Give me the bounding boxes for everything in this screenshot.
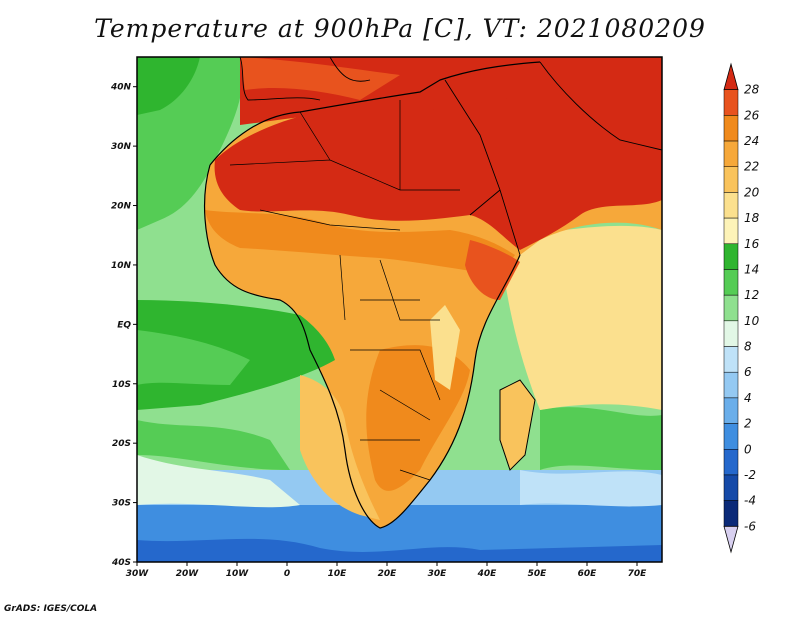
colorbar-label: 2	[744, 417, 752, 431]
colorbar-label: 12	[744, 288, 759, 302]
y-tick-label: 20S	[112, 439, 131, 449]
x-tick-label: 50E	[528, 569, 548, 579]
colorbar-label: 10	[744, 314, 760, 328]
colorbar-swatch	[723, 192, 739, 219]
colorbar-label: 26	[744, 108, 760, 122]
y-tick-label: 20N	[111, 202, 132, 212]
colorbar-label: -4	[744, 494, 756, 508]
arabian-sea	[500, 225, 662, 410]
colorbar-label: 0	[744, 442, 752, 456]
colorbar-swatch	[723, 243, 739, 270]
colorbar-swatch	[723, 346, 739, 373]
colorbar-label: 24	[744, 134, 759, 148]
colorbar-swatch	[723, 89, 739, 116]
colorbar-swatch	[723, 320, 739, 347]
namibia-warm	[300, 375, 380, 520]
y-tick-label: 40S	[111, 558, 131, 568]
colorbar-swatch	[723, 500, 739, 527]
x-tick-label: 70E	[628, 569, 648, 579]
x-tick-label: 40E	[477, 569, 498, 579]
green-band	[137, 420, 290, 470]
colorbar-swatch	[723, 474, 739, 501]
colorbar-label: 18	[744, 211, 760, 225]
x-tick-label: 10W	[226, 569, 250, 579]
arabia-outline	[444, 61, 663, 256]
sahel-warm	[205, 210, 515, 275]
x-tick-label: 30W	[126, 569, 150, 579]
colorbar-label: 20	[744, 185, 760, 199]
colorbar-label: -6	[744, 519, 756, 533]
colorbar-label: 6	[744, 365, 752, 379]
colorbar-label: 16	[744, 237, 760, 251]
x-tick-label: 10E	[328, 569, 348, 579]
africa-coastline	[203, 61, 541, 529]
map-frame	[136, 56, 663, 563]
colorbar-label: 14	[744, 262, 759, 276]
y-tick-label: 30S	[112, 499, 131, 509]
rift-cool	[430, 305, 460, 390]
colorbar-swatch	[723, 115, 739, 142]
y-axis: 40N 30N 20N 10N EQ 10S 20S 30S 40S	[110, 83, 137, 568]
colorbar-label: -2	[744, 468, 756, 482]
colorbar-top-arrow	[723, 62, 739, 91]
colorbar-swatch	[723, 423, 739, 450]
sahara-hot	[214, 57, 663, 250]
x-tick-label: 20E	[378, 569, 398, 579]
map-title: Temperature at 900hPa [C], VT: 202108020…	[94, 14, 706, 43]
indian-green	[540, 407, 662, 470]
indian-cool	[520, 470, 662, 507]
colorbar-swatch	[723, 294, 739, 322]
colorbar-swatch	[723, 217, 739, 245]
y-tick-label: EQ	[117, 320, 131, 330]
horn-hot	[465, 240, 520, 300]
iberia-warm	[240, 57, 400, 100]
x-tick-label: 0	[284, 569, 290, 579]
colorbar-label: 8	[744, 340, 752, 354]
colder-band	[137, 538, 662, 562]
colorbar-swatch	[723, 140, 739, 167]
gulf-green	[137, 330, 250, 385]
mild-band	[137, 455, 300, 508]
colorbar-label: 28	[744, 83, 760, 97]
colorbar-swatch	[723, 397, 739, 424]
country-borders	[229, 100, 460, 481]
y-tick-label: 10N	[111, 261, 132, 271]
madagascar-outline	[499, 379, 536, 471]
grads-credit: GrADS: IGES/COLA	[4, 604, 98, 614]
map-panel	[136, 56, 663, 563]
x-tick-label: 20W	[176, 569, 200, 579]
colorbar-label: 22	[744, 160, 759, 174]
x-tick-label: 60E	[578, 569, 598, 579]
y-tick-label: 40N	[110, 83, 132, 93]
colorbar-swatch	[723, 166, 739, 193]
colorbar-swatch	[723, 371, 739, 399]
colorbar-bottom-arrow	[723, 525, 739, 554]
y-tick-label: 30N	[111, 142, 132, 152]
colorbar-label: 4	[744, 391, 752, 405]
colorbar-swatch	[723, 269, 739, 296]
x-tick-label: 30E	[428, 569, 448, 579]
x-axis: 30W 20W 10W 0 10E 20E 30E 40E 50E 60E 70E	[126, 562, 647, 579]
colorbar-swatch	[723, 449, 739, 476]
europe-outline	[239, 56, 371, 101]
atlantic-green	[137, 57, 200, 115]
y-tick-label: 10S	[112, 380, 131, 390]
